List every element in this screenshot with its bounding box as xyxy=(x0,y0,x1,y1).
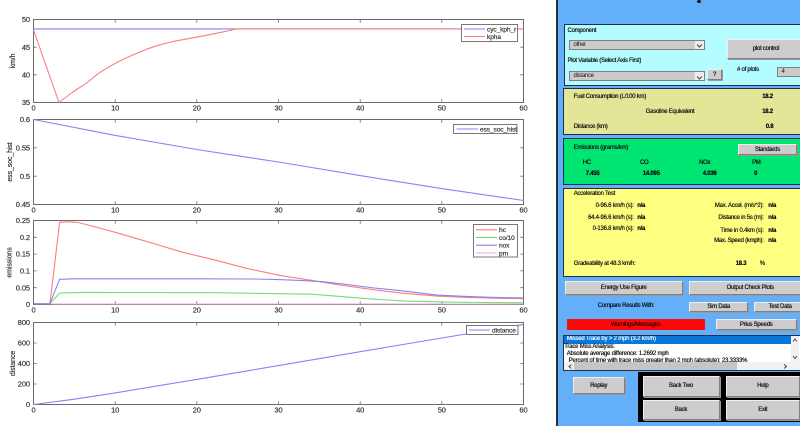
svg-text:50: 50 xyxy=(438,104,446,113)
svg-text:co/10: co/10 xyxy=(499,235,515,242)
svg-text:kpha: kpha xyxy=(487,34,501,41)
svg-text:50: 50 xyxy=(438,206,446,215)
svg-text:hc: hc xyxy=(499,227,507,234)
svg-text:60: 60 xyxy=(519,206,527,215)
svg-text:0: 0 xyxy=(26,400,30,409)
svg-text:emissions: emissions xyxy=(7,247,14,278)
svg-text:600: 600 xyxy=(18,339,30,348)
svg-text:50: 50 xyxy=(22,15,30,24)
svg-text:0: 0 xyxy=(31,406,35,415)
svg-text:ess_soc_hist: ess_soc_hist xyxy=(7,142,14,181)
svg-text:30: 30 xyxy=(274,206,282,215)
svg-text:40: 40 xyxy=(356,306,364,315)
svg-text:60: 60 xyxy=(519,104,527,113)
svg-text:0.2: 0.2 xyxy=(20,233,30,242)
svg-text:20: 20 xyxy=(193,104,201,113)
svg-text:50: 50 xyxy=(438,406,446,415)
svg-text:10: 10 xyxy=(111,406,119,415)
svg-text:0: 0 xyxy=(31,306,35,315)
svg-text:20: 20 xyxy=(193,206,201,215)
svg-text:200: 200 xyxy=(18,380,30,389)
svg-text:ess_soc_hist: ess_soc_hist xyxy=(480,126,517,133)
svg-text:0.15: 0.15 xyxy=(16,250,30,259)
svg-text:30: 30 xyxy=(274,406,282,415)
svg-text:60: 60 xyxy=(519,406,527,415)
svg-text:50: 50 xyxy=(438,306,446,315)
svg-text:30: 30 xyxy=(274,306,282,315)
svg-text:10: 10 xyxy=(111,306,119,315)
svg-text:0.05: 0.05 xyxy=(16,283,30,292)
svg-text:pm: pm xyxy=(499,250,509,257)
svg-text:45: 45 xyxy=(22,43,30,52)
svg-text:10: 10 xyxy=(111,206,119,215)
svg-text:0.55: 0.55 xyxy=(16,143,30,152)
svg-text:0.6: 0.6 xyxy=(20,115,30,124)
svg-text:60: 60 xyxy=(519,306,527,315)
svg-text:40: 40 xyxy=(356,406,364,415)
svg-text:distance: distance xyxy=(492,327,516,334)
svg-text:30: 30 xyxy=(274,104,282,113)
svg-text:20: 20 xyxy=(193,306,201,315)
svg-text:0: 0 xyxy=(26,300,30,309)
svg-text:0: 0 xyxy=(31,206,35,215)
svg-text:40: 40 xyxy=(22,70,30,79)
svg-text:0.5: 0.5 xyxy=(20,172,30,181)
svg-text:0.25: 0.25 xyxy=(16,216,30,225)
svg-text:40: 40 xyxy=(356,104,364,113)
svg-text:800: 800 xyxy=(18,318,30,327)
svg-text:cyc_kph_r: cyc_kph_r xyxy=(487,26,517,33)
svg-text:km/h: km/h xyxy=(10,53,17,68)
svg-text:0.45: 0.45 xyxy=(16,200,30,209)
svg-text:20: 20 xyxy=(193,406,201,415)
svg-text:35: 35 xyxy=(22,98,30,107)
svg-text:10: 10 xyxy=(111,104,119,113)
svg-text:40: 40 xyxy=(356,206,364,215)
svg-text:0: 0 xyxy=(31,104,35,113)
svg-text:nox: nox xyxy=(499,243,510,250)
svg-text:0.1: 0.1 xyxy=(20,267,30,276)
svg-text:400: 400 xyxy=(18,359,30,368)
svg-text:distance: distance xyxy=(10,351,17,376)
